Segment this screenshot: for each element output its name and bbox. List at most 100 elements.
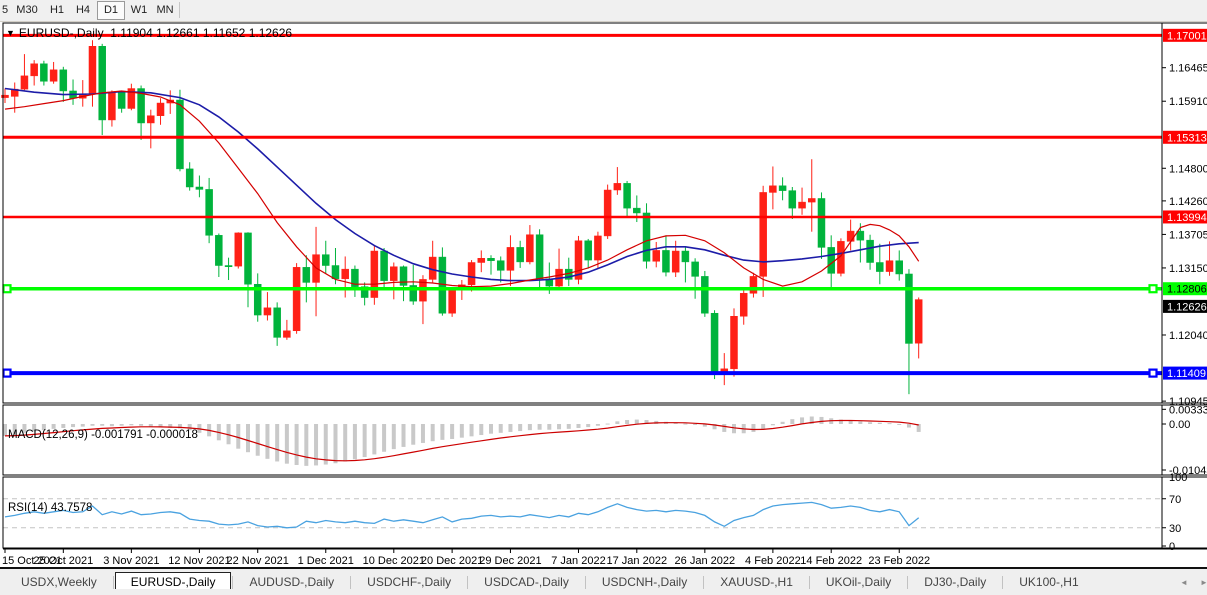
tab-scroll-right-icon[interactable]: ► [1200, 578, 1207, 587]
macd-histogram-bar [751, 424, 756, 432]
timeframe-d1-button[interactable]: D1 [97, 1, 125, 20]
tab-audusd-daily[interactable]: AUDUSD-,Daily [249, 575, 335, 589]
candle-bullish [370, 250, 379, 298]
timeframe-mn-button[interactable]: MN [156, 4, 174, 16]
macd-histogram-bar [109, 424, 114, 427]
price-tick-label: 1.14260 [1169, 196, 1207, 208]
macd-histogram-bar [712, 424, 717, 430]
candle-bearish [215, 235, 223, 266]
candle-bearish [895, 260, 903, 275]
candle-bullish [730, 316, 738, 370]
macd-histogram-bar [819, 416, 824, 424]
candle-bullish [341, 268, 349, 280]
ohlc-low: 1.11652 [202, 26, 246, 40]
line-drag-handle[interactable] [1148, 284, 1158, 294]
candle-bearish [137, 88, 145, 124]
tab-usdcnh-daily[interactable]: USDCNH-,Daily [601, 575, 688, 589]
timeframe-m30-button[interactable]: M30 [16, 4, 38, 16]
timeframe-w1-button[interactable]: W1 [130, 4, 148, 16]
tab-scroll-left-icon[interactable]: ◄ [1180, 578, 1188, 587]
candle-bullish [652, 250, 660, 262]
chart-canvas[interactable]: 1.16465 1.15910 1.14800 1.14260 1.13705 1.131… [0, 22, 1207, 567]
macd-histogram-bar [148, 424, 153, 427]
macd-histogram-bar [722, 424, 727, 432]
candle-bullish [467, 262, 476, 286]
candle-bullish [1, 94, 9, 98]
chevron-down-icon[interactable]: ▼ [6, 28, 15, 38]
price-tick-label: 1.14800 [1169, 163, 1207, 175]
macd-tick-label: 0.00 [1169, 419, 1190, 431]
tab-ukoil-daily[interactable]: UKOil-,Daily [825, 575, 892, 589]
line-drag-handle[interactable] [2, 284, 12, 294]
candle-bullish [506, 247, 515, 271]
tab-dj30-daily[interactable]: DJ30-,Daily [924, 575, 987, 589]
candle-bullish [147, 115, 155, 124]
candle-bearish [701, 276, 709, 314]
candle-bearish [224, 265, 233, 267]
macd-histogram-bar [284, 424, 289, 464]
candle-bearish [302, 267, 311, 283]
macd-histogram-bar [868, 422, 873, 424]
macd-histogram-bar [615, 421, 620, 424]
macd-histogram-bar [732, 424, 736, 434]
pane-border [2, 22, 1163, 404]
macd-histogram-bar [294, 424, 299, 465]
candle-bearish [642, 212, 651, 262]
timeframe-h1-button[interactable]: H1 [49, 4, 65, 16]
price-badge-label: 1.17001 [1167, 30, 1207, 42]
window-bottom-strip [0, 589, 1207, 595]
tab-usdchf-daily[interactable]: USDCHF-,Daily [367, 575, 452, 589]
macd-histogram-bar [489, 424, 493, 434]
tab-xauusd-h1[interactable]: XAUUSD-,H1 [720, 575, 793, 589]
tab-uk100-h1[interactable]: UK100-,H1 [1019, 575, 1079, 589]
candle-bullish [263, 307, 272, 316]
price-level-badge [1163, 210, 1207, 224]
candle-bullish [30, 63, 38, 77]
candle-bearish [866, 239, 874, 263]
candle-bearish [487, 258, 495, 261]
tab-divider [584, 576, 586, 590]
macd-histogram-bar [22, 424, 27, 433]
price-tick-label: 1.12040 [1169, 330, 1207, 342]
date-tick-label: 12 Nov 2021 [168, 555, 230, 567]
macd-histogram-bar [32, 424, 37, 432]
price-level-badge [1163, 299, 1207, 313]
line-drag-handle[interactable] [2, 368, 12, 378]
candle-bullish [846, 230, 855, 242]
candle-bullish [477, 258, 486, 263]
tab-usdx-weekly[interactable]: USDX,Weekly [21, 575, 97, 589]
price-level-badge [1163, 366, 1207, 380]
date-tick-label: 3 Nov 2021 [103, 555, 159, 567]
macd-histogram-bar [790, 419, 795, 424]
candle-bearish [905, 273, 913, 344]
candle-bullish [914, 299, 923, 344]
macd-histogram-bar [450, 424, 455, 439]
candle-bearish [360, 286, 369, 298]
macd-signal-line [4, 419, 919, 462]
tab-divider [350, 576, 352, 590]
candle-bearish [691, 261, 699, 277]
macd-histogram-bar [673, 422, 678, 424]
macd-histogram-bar [644, 420, 649, 424]
tab-divider [808, 576, 810, 590]
candle-bullish [108, 92, 116, 121]
line-drag-handle[interactable] [1148, 368, 1158, 378]
macd-histogram-bar [595, 424, 600, 426]
candle-bullish [526, 234, 534, 263]
candle-bullish [837, 241, 845, 274]
macd-histogram-bar [586, 424, 591, 428]
macd-histogram-bar [916, 424, 921, 432]
price-badge-label: 1.12806 [1167, 284, 1207, 296]
macd-indicator-label: MACD(12,26,9) -0.001791 -0.000018 [8, 429, 198, 441]
candle-bullish [574, 240, 583, 280]
candle-bearish [176, 99, 184, 170]
candle-bearish [516, 247, 524, 263]
macd-histogram-bar [3, 424, 7, 436]
tab-usdcad-daily[interactable]: USDCAD-,Daily [484, 575, 569, 589]
date-tick-label: 1 Dec 2021 [298, 555, 354, 567]
timeframe-m5-button[interactable]: 5 [1, 4, 9, 16]
timeframe-h4-button[interactable]: H4 [75, 4, 91, 16]
candle-bullish [283, 330, 291, 338]
price-tick-label: 1.13150 [1169, 263, 1207, 275]
macd-histogram-bar [634, 419, 639, 424]
